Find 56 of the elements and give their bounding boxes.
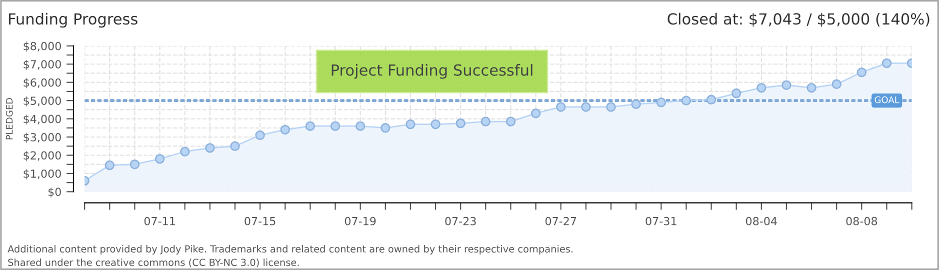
point — [180, 146, 190, 156]
point — [430, 119, 440, 130]
point — [530, 108, 541, 118]
x-tick-label: 07-23 — [445, 216, 476, 226]
point — [581, 102, 591, 112]
ref-line-label: GOAL — [874, 96, 900, 104]
point — [506, 116, 516, 126]
x-tick-label: 07-27 — [545, 216, 576, 226]
y-tick-label: $3,000 — [24, 132, 61, 143]
point — [380, 123, 390, 133]
y-tick-label: $7,000 — [24, 60, 61, 70]
text: Closed at: $7,043 / $5,000 (140%) — [668, 12, 930, 27]
text: Shared under the creative commons (CC BY-NC 3.0) license. — [8, 258, 299, 268]
point — [154, 154, 165, 164]
point — [706, 94, 716, 105]
x-tick-label: 07-15 — [244, 216, 276, 226]
y-tick-label: $2,000 — [24, 151, 61, 162]
y-tick-label: $8,000 — [24, 42, 61, 52]
point — [480, 116, 491, 126]
y-tick-label: $4,000 — [24, 114, 61, 125]
y-tick-label: $0 — [48, 187, 61, 198]
point — [330, 121, 340, 131]
point — [456, 118, 466, 128]
point — [355, 121, 366, 131]
point — [806, 82, 816, 93]
y-tick-label: $6,000 — [24, 78, 61, 88]
annotation: Project Funding Successful — [332, 64, 532, 79]
point — [882, 58, 892, 68]
point — [656, 98, 666, 108]
x-tick-label: 08-04 — [746, 216, 777, 226]
point — [856, 67, 867, 78]
point — [255, 130, 265, 140]
y-axis-title: PLEDGED — [6, 98, 13, 140]
point — [305, 121, 316, 131]
point — [782, 80, 792, 90]
point — [205, 143, 215, 153]
point — [756, 82, 766, 93]
chart-title: Funding Progress — [9, 12, 138, 28]
point — [230, 141, 240, 151]
text: Additional content provided by Jody Pike. Trademarks and related content are owned by their respective companies. — [8, 245, 572, 254]
point — [104, 160, 115, 170]
point — [606, 102, 616, 112]
point — [681, 96, 692, 106]
x-tick-label: 07-11 — [144, 216, 175, 226]
x-tick-label: 08-08 — [846, 216, 878, 226]
point — [130, 160, 140, 170]
point — [406, 119, 416, 130]
y-tick-label: $1,000 — [24, 169, 61, 180]
x-tick-label: 07-19 — [344, 216, 376, 226]
point — [731, 88, 742, 98]
point — [280, 124, 290, 135]
point — [556, 102, 566, 112]
x-tick-label: 07-31 — [646, 216, 676, 226]
y-tick-label: $5,000 — [24, 96, 61, 106]
point — [631, 99, 641, 110]
point — [832, 79, 842, 90]
